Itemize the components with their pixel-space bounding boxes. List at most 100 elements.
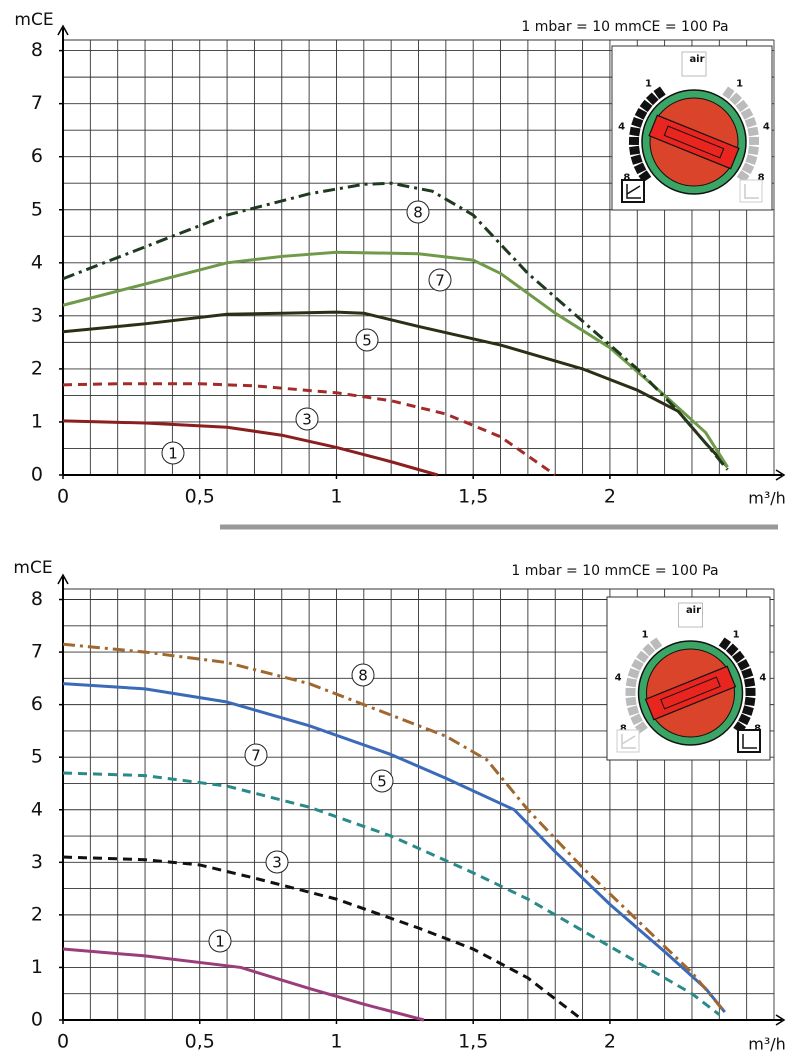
dial-scale-block	[732, 650, 745, 664]
y-tick-label: 3	[31, 304, 43, 326]
curve	[62, 947, 425, 1022]
curve-label-circle	[355, 328, 379, 352]
dial-scale-block	[738, 713, 751, 726]
dial-scale-block	[631, 658, 644, 671]
dial-scale-block	[747, 126, 759, 137]
curve-label: 5	[377, 773, 387, 791]
curve-label-circle	[208, 929, 232, 953]
dial-label: 8	[620, 724, 627, 735]
y-tick-label: 0	[31, 464, 43, 486]
y-tick-label: 6	[31, 145, 43, 167]
y-tick-label: 8	[31, 588, 43, 610]
curve-label: 5	[362, 332, 372, 350]
dial-scale-block	[634, 107, 648, 120]
dial-scale-block	[729, 92, 743, 106]
dial-label: 4	[763, 122, 770, 133]
curve	[62, 419, 439, 477]
curve-label-circle	[351, 663, 375, 687]
curve	[62, 771, 721, 1016]
dial-scale-block	[630, 713, 643, 726]
dial-label: 1	[736, 79, 743, 90]
dial-scale-block	[735, 99, 749, 113]
air-badge: air	[689, 54, 704, 65]
dial-label: 1	[645, 79, 652, 90]
dial-scale-block	[629, 126, 641, 137]
dial-scale-block	[748, 136, 760, 146]
air-badge: air	[686, 605, 701, 616]
dial-slot	[660, 676, 721, 710]
y-tick-label: 3	[31, 851, 43, 873]
curve	[62, 682, 726, 1014]
x-axis-arrow	[775, 469, 786, 481]
mode-icon-glyph	[626, 184, 641, 199]
dial-scale-block	[747, 145, 759, 156]
curve-label: 8	[413, 204, 423, 222]
x-axis-label: m³/h	[748, 1035, 786, 1054]
dial-scale-block	[625, 687, 636, 697]
dial-scale-block	[636, 650, 649, 664]
dial-label: 4	[759, 673, 766, 684]
dial-scale-block	[633, 162, 647, 175]
curve-label: 3	[302, 411, 312, 429]
x-tick-label: 1	[330, 486, 342, 508]
dial-bar	[644, 665, 737, 721]
x-tick-label: 0,5	[185, 486, 215, 508]
y-tick-label: 5	[31, 746, 43, 768]
y-axis-label: mCE	[13, 558, 52, 578]
dial-scale-block	[725, 643, 739, 657]
dial-label: 1	[641, 630, 648, 641]
dial-scale-block	[740, 107, 754, 120]
y-tick-label: 8	[31, 39, 43, 61]
dial-slot	[663, 125, 725, 159]
dial-scale-block	[625, 696, 637, 707]
x-tick-label: 1	[330, 1031, 342, 1053]
dial-scale-block	[627, 668, 640, 679]
dial-scale-block	[741, 668, 754, 679]
curve-label-circle	[161, 441, 185, 465]
curve-label-circle	[428, 268, 452, 292]
x-tick-label: 1,5	[458, 1031, 488, 1053]
y-axis-arrow	[57, 573, 69, 585]
dial-scale-block	[743, 677, 756, 688]
note: 1 mbar = 10 mmCE = 100 Pa	[521, 19, 728, 35]
dial-scale-block	[639, 99, 653, 113]
dial-scale-block	[737, 658, 750, 671]
y-tick-label: 6	[31, 693, 43, 715]
note: 1 mbar = 10 mmCE = 100 Pa	[511, 563, 718, 579]
y-tick-label: 2	[31, 357, 43, 379]
dial-label: 8	[758, 173, 765, 184]
y-axis-label: mCE	[14, 10, 53, 30]
dial-label: 4	[618, 122, 625, 133]
curve-label: 7	[251, 747, 261, 765]
curve-label: 8	[358, 667, 368, 685]
dial-label: 1	[733, 630, 740, 641]
x-tick-label: 2	[604, 1031, 616, 1053]
y-tick-label: 1	[31, 956, 43, 978]
y-tick-label: 7	[31, 92, 43, 114]
dial-scale-block	[629, 145, 641, 156]
dial-scale-block	[736, 170, 750, 183]
dial-scale-block	[741, 705, 754, 716]
dial-scale-block	[718, 637, 732, 651]
x-tick-label: 1,5	[458, 486, 488, 508]
y-tick-label: 2	[31, 903, 43, 925]
curve	[62, 855, 584, 1022]
x-axis-label: m³/h	[748, 489, 786, 508]
dial-scale-block	[628, 136, 640, 146]
dial-scale-block	[722, 86, 735, 100]
y-tick-label: 7	[31, 641, 43, 663]
curve-label-circle	[370, 769, 394, 793]
y-tick-label: 5	[31, 198, 43, 220]
curve-label: 1	[215, 933, 225, 951]
dial-scale-block	[653, 86, 666, 100]
dial-label: 4	[615, 673, 622, 684]
air-badge-box	[681, 51, 707, 77]
x-tick-label: 2	[604, 486, 616, 508]
dial-scale-block	[649, 637, 663, 651]
dial-scale-block	[642, 643, 656, 657]
x-axis-arrow	[775, 1014, 786, 1026]
curve-label-circle	[244, 743, 268, 767]
curve-label: 1	[168, 445, 178, 463]
y-tick-label: 1	[31, 410, 43, 432]
